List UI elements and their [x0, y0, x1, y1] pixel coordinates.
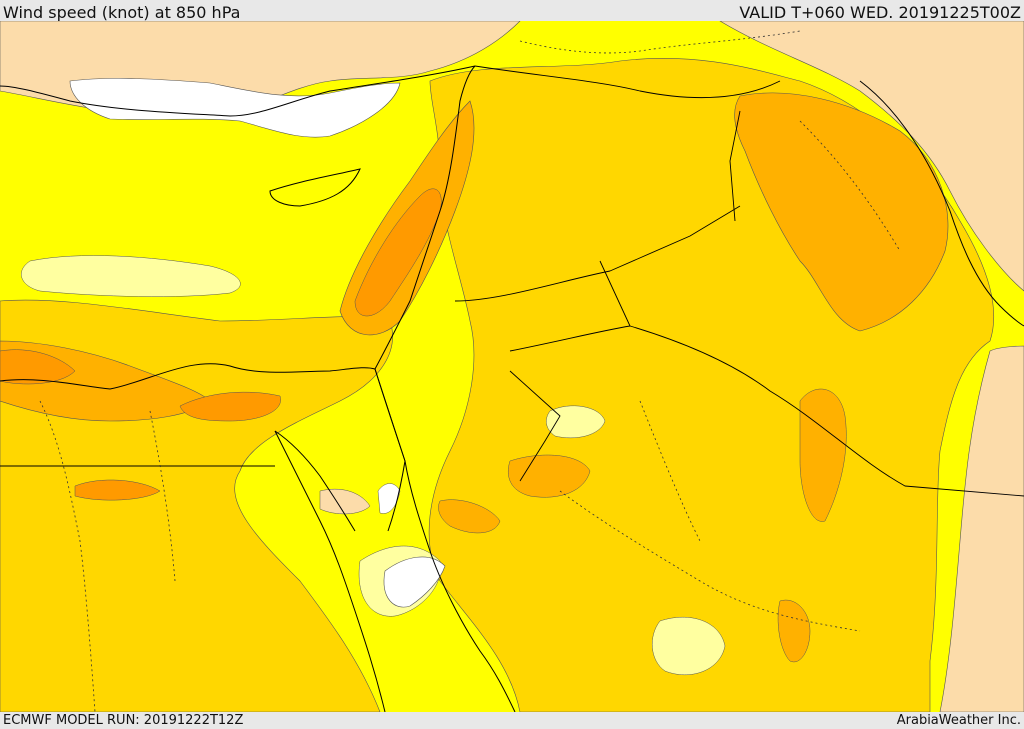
header-bar: Wind speed (knot) at 850 hPa VALID T+060…	[0, 0, 1024, 22]
border-jordan-syria	[454, 205, 741, 302]
no-data-redsea	[383, 556, 446, 608]
footer-bar: ECMWF MODEL RUN: 20191222T12Z ArabiaWeat…	[0, 712, 1024, 729]
wind-core-deep-egypt-3	[74, 479, 161, 501]
wind-speed-map[interactable]	[0, 21, 1024, 712]
coastline-gulf-of-suez	[274, 430, 356, 532]
border-jordan-saudi-west	[509, 370, 561, 482]
border-egypt-israel	[374, 368, 406, 462]
coastline-red-sea-west	[274, 430, 386, 712]
province-border-egypt-2	[149, 410, 176, 582]
province-border-saudi-2	[639, 400, 701, 542]
coastline-levant	[374, 65, 476, 370]
provincial-borders	[39, 30, 901, 712]
wind-core-orange-south	[777, 599, 811, 663]
no-data-aqaba	[377, 483, 401, 514]
coastline-red-sea-east	[404, 460, 516, 712]
province-border-iraq	[799, 120, 901, 252]
coastlines	[0, 65, 1024, 712]
coastline-turkey-south	[0, 65, 476, 117]
country-borders	[0, 65, 1024, 497]
wind-core-orange-central	[507, 454, 591, 498]
credit-label: ArabiaWeather Inc.	[896, 713, 1021, 728]
coastline-cyprus	[269, 168, 361, 207]
border-iraq-syria	[474, 65, 781, 98]
wind-core-deep-egypt-1	[0, 349, 76, 385]
wind-band-pale-med	[21, 255, 241, 297]
wind-core-orange-sinai	[438, 499, 501, 534]
wind-band-pale-south	[652, 617, 726, 675]
border-jordan-saudi	[509, 325, 1024, 497]
valid-time-label: VALID T+060 WED. 20191225T00Z	[739, 3, 1021, 22]
calm-zone-iraq	[719, 21, 1024, 292]
coastline-persian-gulf	[859, 80, 1024, 327]
no-data-turkey-coast	[69, 78, 401, 138]
map-title: Wind speed (knot) at 850 hPa	[3, 3, 241, 22]
wind-core-deep-egypt-2	[179, 391, 281, 422]
wind-band-pale-arabia	[546, 405, 606, 439]
province-border-saudi-1	[559, 490, 861, 632]
province-border-turkey	[519, 30, 801, 54]
coastline-mediterranean	[0, 363, 376, 390]
wind-core-orange-east	[799, 388, 847, 522]
province-border-egypt-1	[39, 400, 96, 712]
map-canvas	[0, 21, 1024, 712]
wind-core-orange-northeast	[734, 92, 949, 332]
border-iraq-iran	[729, 110, 741, 222]
model-run-label: ECMWF MODEL RUN: 20191222T12Z	[3, 713, 244, 728]
calm-zone-gulf	[939, 345, 1024, 712]
